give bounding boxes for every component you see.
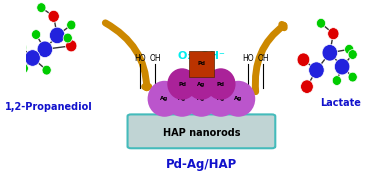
Text: Ag: Ag <box>217 96 225 101</box>
Ellipse shape <box>17 43 26 52</box>
Ellipse shape <box>31 30 41 39</box>
Ellipse shape <box>348 50 357 59</box>
Ellipse shape <box>316 18 325 28</box>
Text: Pd: Pd <box>217 82 225 86</box>
Ellipse shape <box>332 76 341 85</box>
Ellipse shape <box>328 28 339 40</box>
Ellipse shape <box>19 64 28 73</box>
Text: Pd-Ag/HAP: Pd-Ag/HAP <box>166 158 237 171</box>
Text: 1,2-Propanediol: 1,2-Propanediol <box>5 102 92 112</box>
Text: Ag: Ag <box>178 96 186 101</box>
Ellipse shape <box>42 65 51 75</box>
Ellipse shape <box>345 44 354 54</box>
Ellipse shape <box>165 81 199 117</box>
Ellipse shape <box>297 53 310 66</box>
Ellipse shape <box>309 62 324 78</box>
Ellipse shape <box>222 81 255 117</box>
Ellipse shape <box>348 72 357 82</box>
Text: Pd: Pd <box>178 82 186 86</box>
Text: HAP nanorods: HAP nanorods <box>163 128 240 138</box>
Ellipse shape <box>48 10 59 22</box>
Text: Ag: Ag <box>197 96 206 101</box>
Text: HO: HO <box>134 54 146 63</box>
Ellipse shape <box>187 68 216 100</box>
Text: O₂, OH⁻: O₂, OH⁻ <box>178 51 225 61</box>
Ellipse shape <box>66 40 77 52</box>
Ellipse shape <box>67 20 76 30</box>
Text: Pd: Pd <box>197 61 205 66</box>
Ellipse shape <box>50 27 65 44</box>
Ellipse shape <box>37 3 46 13</box>
FancyBboxPatch shape <box>189 51 214 77</box>
Ellipse shape <box>147 81 181 117</box>
Text: HO: HO <box>242 54 254 63</box>
Ellipse shape <box>204 81 238 117</box>
Ellipse shape <box>37 41 53 58</box>
Ellipse shape <box>25 50 40 66</box>
Ellipse shape <box>206 68 235 100</box>
Ellipse shape <box>322 44 338 61</box>
Text: OH: OH <box>149 54 161 63</box>
FancyBboxPatch shape <box>127 114 275 148</box>
Text: Ag: Ag <box>197 82 206 86</box>
Text: Ag: Ag <box>234 96 242 101</box>
Text: OH: OH <box>257 54 269 63</box>
Ellipse shape <box>63 33 72 43</box>
Ellipse shape <box>301 80 313 93</box>
Ellipse shape <box>335 58 350 75</box>
Text: Lactate: Lactate <box>320 98 361 108</box>
Ellipse shape <box>167 68 197 100</box>
Text: Ag: Ag <box>160 96 169 101</box>
Ellipse shape <box>184 81 218 117</box>
